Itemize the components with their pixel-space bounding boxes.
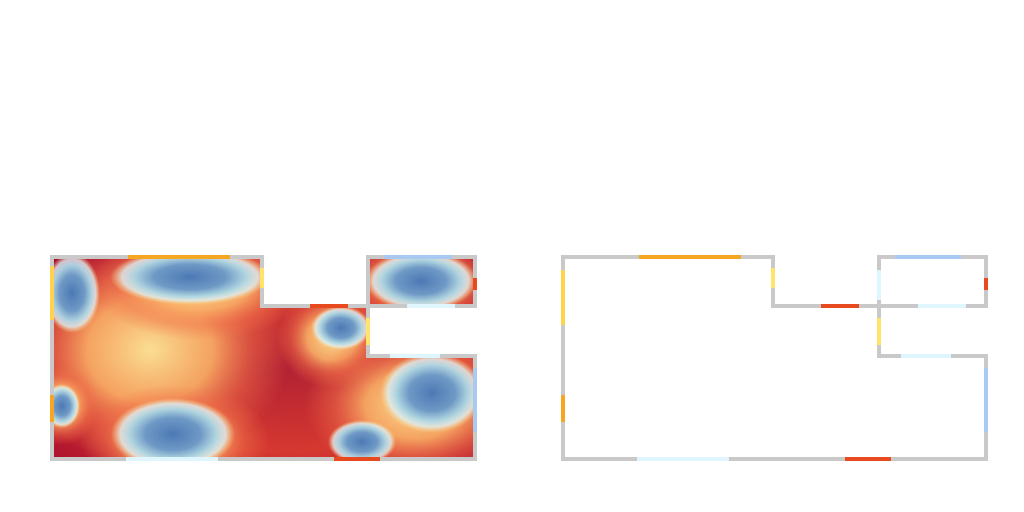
outline-walls: [561, 255, 988, 461]
outline-panel: [561, 255, 988, 461]
heatmap-panel: [50, 255, 477, 461]
heatmap-walls: [50, 255, 477, 461]
heatmap-field: [52, 257, 475, 459]
